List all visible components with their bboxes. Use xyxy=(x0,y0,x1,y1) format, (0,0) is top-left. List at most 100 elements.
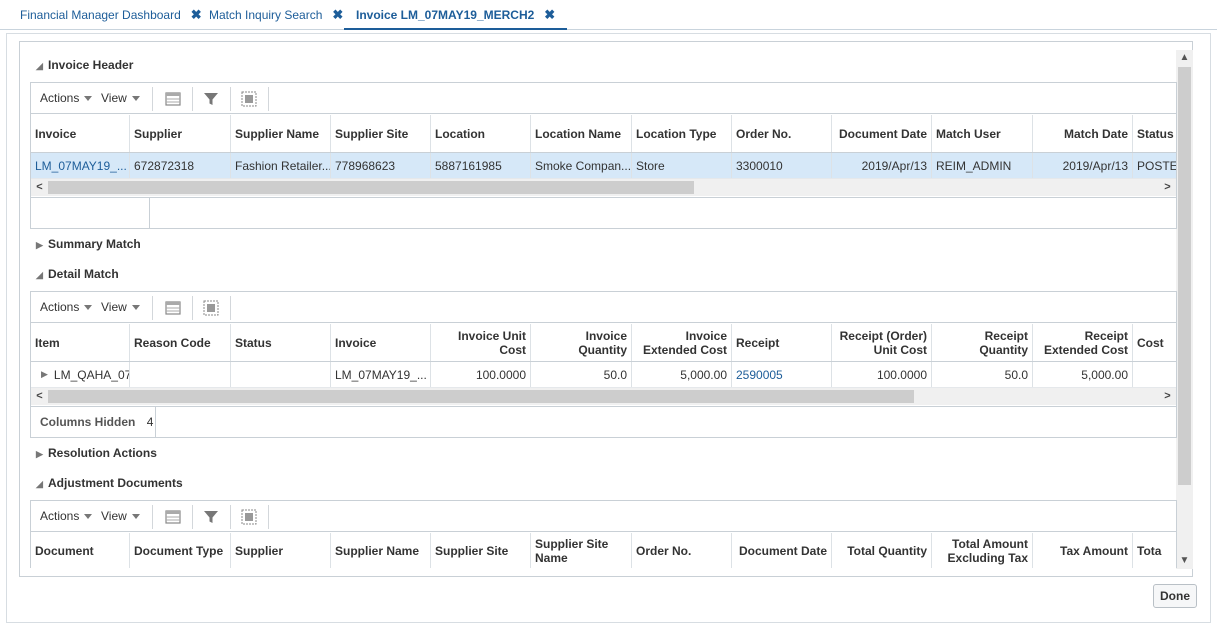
scroll-down-icon[interactable]: ▼ xyxy=(1179,555,1190,566)
close-icon[interactable]: ✖ xyxy=(332,7,344,22)
vertical-scrollbar[interactable]: ▲ ▼ xyxy=(1176,50,1193,569)
scroll-left-icon[interactable]: < xyxy=(36,181,43,193)
detach-icon[interactable] xyxy=(203,300,219,316)
column-header[interactable]: Receipt Extended Cost xyxy=(1033,324,1133,361)
scroll-up-icon[interactable]: ▲ xyxy=(1179,52,1190,63)
receipt-link[interactable]: 2590005 xyxy=(732,362,832,387)
view-menu[interactable]: View xyxy=(101,292,140,322)
column-header[interactable]: Supplier Name xyxy=(331,533,431,568)
collapsed-triangle-icon: ▶ xyxy=(36,240,43,250)
horizontal-scrollbar[interactable]: < > xyxy=(31,388,1176,405)
column-header[interactable]: Cost xyxy=(1133,324,1176,361)
view-menu[interactable]: View xyxy=(101,501,140,531)
filter-icon[interactable] xyxy=(203,91,219,107)
column-header[interactable]: Location Type xyxy=(632,115,732,152)
table-cell[interactable]: ▶ LM_QAHA_07 xyxy=(31,362,130,387)
columns-hidden-indicator: Columns Hidden 4 xyxy=(31,407,153,437)
column-header[interactable]: Tota xyxy=(1133,533,1176,568)
table-cell: Fashion Retailer... xyxy=(231,153,331,178)
freeze-icon[interactable] xyxy=(165,91,181,107)
freeze-icon[interactable] xyxy=(165,300,181,316)
close-icon[interactable]: ✖ xyxy=(544,7,556,22)
detach-icon[interactable] xyxy=(241,509,257,525)
tab-invoice[interactable]: Invoice LM_07MAY19_MERCH2 ✖ xyxy=(344,0,568,30)
column-header[interactable]: Supplier xyxy=(130,115,231,152)
column-header[interactable]: Invoice xyxy=(331,324,431,361)
table-cell: 672872318 xyxy=(130,153,231,178)
table-row[interactable]: ▶ LM_QAHA_07 LM_07MAY19_... 100.0000 50.0… xyxy=(31,362,1176,388)
column-header[interactable]: Tax Amount xyxy=(1033,533,1133,568)
column-header[interactable]: Invoice Extended Cost xyxy=(632,324,732,361)
column-header[interactable]: Invoice Quantity xyxy=(531,324,632,361)
column-header[interactable]: Supplier Site xyxy=(331,115,431,152)
expanded-triangle-icon: ◢ xyxy=(36,61,43,71)
column-header[interactable]: Supplier Site xyxy=(431,533,531,568)
toolbar-divider xyxy=(268,87,269,111)
column-header[interactable]: Supplier Name xyxy=(231,115,331,152)
actions-menu[interactable]: Actions xyxy=(40,83,93,113)
view-menu[interactable]: View xyxy=(101,83,140,113)
column-header[interactable]: Location xyxy=(431,115,531,152)
column-header[interactable]: Invoice xyxy=(31,115,130,152)
table-cell xyxy=(1133,362,1176,387)
table-cell: 50.0 xyxy=(932,362,1033,387)
column-header[interactable]: Receipt Quantity xyxy=(932,324,1033,361)
scrollbar-thumb[interactable] xyxy=(48,181,694,194)
scroll-right-icon[interactable]: > xyxy=(1164,181,1171,193)
expand-row-icon[interactable]: ▶ xyxy=(41,369,48,379)
tab-financial-manager-dashboard[interactable]: Financial Manager Dashboard ✖ xyxy=(20,0,202,30)
tab-bar: Financial Manager Dashboard ✖ Match Inqui… xyxy=(0,0,1217,30)
column-header[interactable]: Document Date xyxy=(832,115,932,152)
toolbar-divider xyxy=(192,296,193,320)
column-header[interactable]: Total Quantity xyxy=(832,533,932,568)
section-title: Invoice Header xyxy=(48,58,134,72)
columns-hidden-count: 4 xyxy=(146,415,154,429)
scroll-right-icon[interactable]: > xyxy=(1164,390,1171,402)
close-icon[interactable]: ✖ xyxy=(190,7,202,22)
column-header[interactable]: Order No. xyxy=(732,115,832,152)
section-summary-match[interactable]: ▶ Summary Match xyxy=(36,237,141,251)
done-button[interactable]: Done xyxy=(1153,584,1197,608)
table-row[interactable]: LM_07MAY19_... 672872318 Fashion Retaile… xyxy=(31,153,1176,179)
column-header[interactable]: Status xyxy=(1133,115,1176,152)
detach-icon[interactable] xyxy=(241,91,257,107)
freeze-icon[interactable] xyxy=(165,509,181,525)
column-header[interactable]: Match Date xyxy=(1033,115,1133,152)
column-header[interactable]: Supplier Site Name xyxy=(531,533,632,568)
column-header[interactable]: Total Amount Excluding Tax xyxy=(932,533,1033,568)
table-cell: 3300010 xyxy=(732,153,832,178)
section-adjustment-documents[interactable]: ◢ Adjustment Documents xyxy=(36,476,183,490)
tab-match-inquiry-search[interactable]: Match Inquiry Search ✖ xyxy=(209,0,343,30)
section-resolution-actions[interactable]: ▶ Resolution Actions xyxy=(36,446,157,460)
view-label: View xyxy=(101,300,127,314)
column-header[interactable]: Document xyxy=(31,533,130,568)
table-cell xyxy=(130,362,231,387)
column-header[interactable]: Status xyxy=(231,324,331,361)
actions-menu[interactable]: Actions xyxy=(40,292,93,322)
actions-menu[interactable]: Actions xyxy=(40,501,93,531)
section-detail-match[interactable]: ◢ Detail Match xyxy=(36,267,119,281)
column-header[interactable]: Item xyxy=(31,324,130,361)
horizontal-scrollbar[interactable]: < > xyxy=(31,179,1176,196)
invoice-link[interactable]: LM_07MAY19_... xyxy=(31,153,130,178)
item-label: LM_QAHA_07 xyxy=(53,367,130,382)
table-cell: 2019/Apr/13 xyxy=(832,153,932,178)
scrollbar-thumb[interactable] xyxy=(1178,67,1191,485)
column-header[interactable]: Match User xyxy=(932,115,1033,152)
divider xyxy=(155,406,156,437)
table-toolbar: Actions View xyxy=(31,292,1176,323)
column-header[interactable]: Order No. xyxy=(632,533,732,568)
column-header[interactable]: Supplier xyxy=(231,533,331,568)
filter-icon[interactable] xyxy=(203,509,219,525)
column-header[interactable]: Invoice Unit Cost xyxy=(431,324,531,361)
scroll-left-icon[interactable]: < xyxy=(36,390,43,402)
column-header[interactable]: Reason Code xyxy=(130,324,231,361)
column-header[interactable]: Location Name xyxy=(531,115,632,152)
column-header[interactable]: Receipt xyxy=(732,324,832,361)
column-header[interactable]: Document Date xyxy=(732,533,832,568)
column-header[interactable]: Receipt (Order) Unit Cost xyxy=(832,324,932,361)
column-header[interactable]: Document Type xyxy=(130,533,231,568)
scrollbar-thumb[interactable] xyxy=(48,390,914,403)
expanded-triangle-icon: ◢ xyxy=(36,270,43,280)
section-invoice-header[interactable]: ◢ Invoice Header xyxy=(36,58,133,72)
